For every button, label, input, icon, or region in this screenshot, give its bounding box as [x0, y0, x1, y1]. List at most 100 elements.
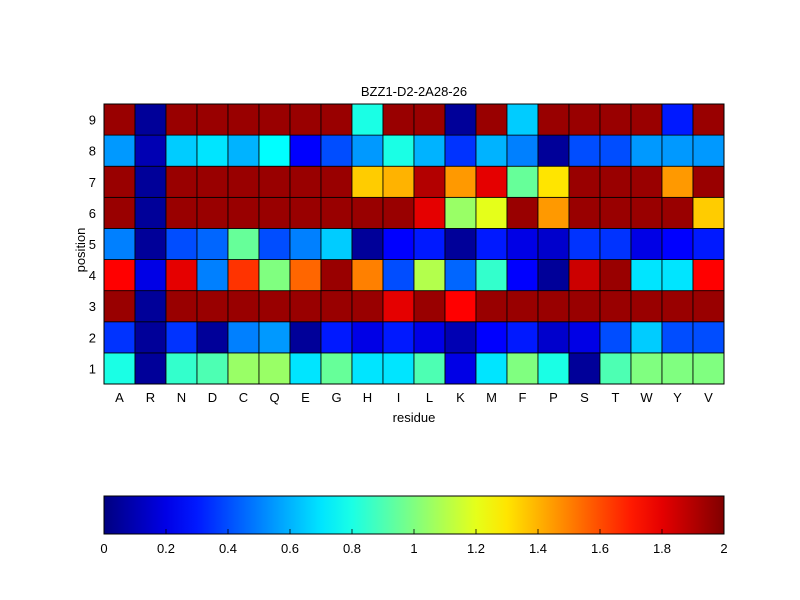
heatmap-cell-W-4 — [630, 259, 663, 292]
heatmap-cell-L-7 — [413, 165, 446, 198]
heatmap-cell-R-8 — [134, 134, 167, 167]
heatmap-cell-Q-8 — [258, 134, 291, 167]
x-tick-label: I — [397, 390, 401, 405]
heatmap-cell-F-7 — [506, 165, 539, 198]
heatmap-cell-T-4 — [599, 259, 632, 292]
x-tick-label: F — [519, 390, 527, 405]
heatmap-cell-M-3 — [475, 290, 508, 323]
heatmap-cell-A-5 — [103, 228, 136, 260]
heatmap-cell-D-2 — [196, 321, 229, 354]
colorbar-tick-label: 2 — [720, 541, 727, 556]
heatmap-cell-C-5 — [227, 228, 260, 260]
heatmap-cell-P-1 — [537, 352, 570, 385]
x-tick-label: S — [580, 390, 589, 405]
heatmap-cell-E-9 — [289, 103, 322, 136]
heatmap-cell-A-6 — [103, 196, 136, 229]
heatmap-cell-G-8 — [320, 134, 353, 167]
heatmap-cell-W-9 — [630, 103, 663, 136]
heatmap-cell-G-5 — [320, 228, 353, 260]
heatmap-cell-C-7 — [227, 165, 260, 198]
heatmap-cell-N-6 — [165, 196, 198, 229]
heatmap-cell-G-1 — [320, 352, 353, 385]
heatmap-cell-R-5 — [134, 228, 167, 260]
heatmap-cell-L-1 — [413, 352, 446, 385]
y-tick-labels: 1 2 3 4 5 6 7 8 9 — [89, 113, 96, 377]
y-tick-label: 4 — [89, 268, 96, 283]
heatmap-cell-N-9 — [165, 103, 198, 136]
heatmap-cell-C-8 — [227, 134, 260, 167]
heatmap-cell-I-6 — [382, 196, 415, 229]
heatmap-cell-N-4 — [165, 259, 198, 292]
heatmap-cell-F-3 — [506, 290, 539, 323]
heatmap-cell-N-1 — [165, 352, 198, 385]
heatmap-cell-A-2 — [103, 321, 136, 354]
heatmap-cell-G-2 — [320, 321, 353, 354]
x-tick-label: P — [549, 390, 558, 405]
heatmap-cell-H-2 — [351, 321, 384, 354]
heatmap-cell-R-6 — [134, 196, 167, 229]
heatmap-cell-C-3 — [227, 290, 260, 323]
heatmap-cell-N-5 — [165, 228, 198, 260]
heatmap-cell-Q-3 — [258, 290, 291, 323]
heatmap-cell-L-3 — [413, 290, 446, 323]
heatmap-cell-I-3 — [382, 290, 415, 323]
heatmap-cell-S-6 — [568, 196, 601, 229]
colorbar-tick-label: 1.6 — [591, 541, 609, 556]
heatmap-cell-D-6 — [196, 196, 229, 229]
y-tick-label: 6 — [89, 206, 96, 221]
heatmap-cell-S-4 — [568, 259, 601, 292]
heatmap-cell-Y-5 — [661, 228, 694, 260]
heatmap-cell-T-3 — [599, 290, 632, 323]
heatmap-cell-D-9 — [196, 103, 229, 136]
x-tick-label: E — [301, 390, 310, 405]
heatmap-cell-T-1 — [599, 352, 632, 385]
heatmap-cell-E-5 — [289, 228, 322, 260]
x-tick-label: M — [486, 390, 497, 405]
heatmap-cell-K-6 — [444, 196, 477, 229]
heatmap-cell-W-2 — [630, 321, 663, 354]
heatmap-cell-N-8 — [165, 134, 198, 167]
heatmap-cell-Y-7 — [661, 165, 694, 198]
heatmap-cell-V-7 — [692, 165, 725, 198]
heatmap-plot-area — [103, 103, 725, 385]
heatmap-cell-P-2 — [537, 321, 570, 354]
x-tick-label: V — [704, 390, 713, 405]
y-tick-label: 9 — [89, 113, 96, 128]
heatmap-cell-Q-1 — [258, 352, 291, 385]
heatmap-cell-E-7 — [289, 165, 322, 198]
heatmap-cell-D-3 — [196, 290, 229, 323]
heatmap-cell-W-8 — [630, 134, 663, 167]
heatmap-cell-R-2 — [134, 321, 167, 354]
x-tick-label: G — [331, 390, 341, 405]
heatmap-cell-H-6 — [351, 196, 384, 229]
heatmap-cell-F-8 — [506, 134, 539, 167]
heatmap-cell-P-9 — [537, 103, 570, 136]
heatmap-cell-D-1 — [196, 352, 229, 385]
heatmap-cell-R-3 — [134, 290, 167, 323]
y-tick-label: 2 — [89, 330, 96, 345]
heatmap-cell-G-9 — [320, 103, 353, 136]
x-tick-label: H — [363, 390, 372, 405]
heatmap-cell-K-9 — [444, 103, 477, 136]
heatmap-cell-Q-5 — [258, 228, 291, 260]
colorbar-tick-label: 0.8 — [343, 541, 361, 556]
heatmap-cell-P-5 — [537, 228, 570, 260]
heatmap-cell-D-5 — [196, 228, 229, 260]
heatmap-cell-I-2 — [382, 321, 415, 354]
x-tick-label: C — [239, 390, 248, 405]
heatmap-cell-T-6 — [599, 196, 632, 229]
heatmap-cell-E-8 — [289, 134, 322, 167]
heatmap-cell-C-9 — [227, 103, 260, 136]
heatmap-cell-H-5 — [351, 228, 384, 260]
heatmap-cell-C-2 — [227, 321, 260, 354]
x-tick-label: R — [146, 390, 155, 405]
y-tick-label: 7 — [89, 175, 96, 190]
heatmap-cell-S-9 — [568, 103, 601, 136]
heatmap-cell-H-9 — [351, 103, 384, 136]
heatmap-cell-E-3 — [289, 290, 322, 323]
x-tick-label: Y — [673, 390, 682, 405]
heatmap-cell-V-9 — [692, 103, 725, 136]
heatmap-cell-N-7 — [165, 165, 198, 198]
x-tick-label: W — [640, 390, 653, 405]
heatmap-cell-C-1 — [227, 352, 260, 385]
